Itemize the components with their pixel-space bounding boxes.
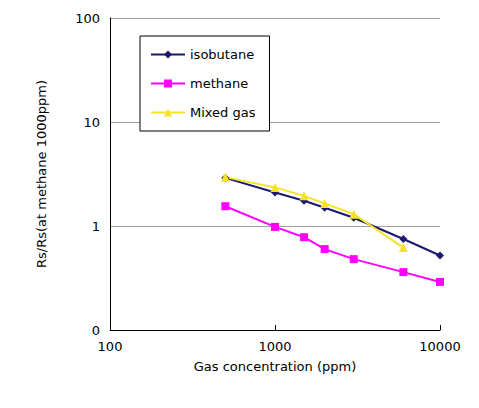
svg-text:Mixed gas: Mixed gas	[190, 105, 256, 120]
svg-text:100: 100	[98, 339, 123, 354]
svg-text:1000: 1000	[258, 339, 291, 354]
svg-text:isobutane: isobutane	[190, 47, 254, 62]
svg-text:methane: methane	[190, 76, 248, 91]
svg-text:10000: 10000	[419, 339, 460, 354]
svg-text:1: 1	[92, 219, 100, 234]
svg-text:Rs/Rs(at methane 1000ppm): Rs/Rs(at methane 1000ppm)	[34, 80, 49, 268]
svg-text:10: 10	[83, 115, 100, 130]
svg-text:0: 0	[92, 323, 100, 338]
svg-text:100: 100	[75, 11, 100, 26]
svg-text:Gas concentration (ppm): Gas concentration (ppm)	[194, 359, 356, 374]
